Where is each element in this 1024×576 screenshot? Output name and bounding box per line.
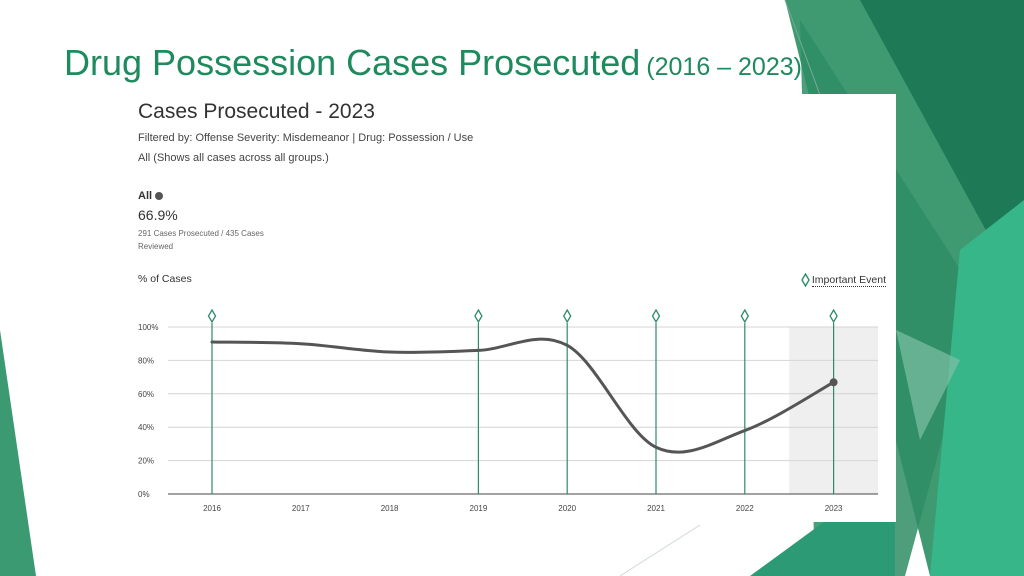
- series-dot-icon: [155, 192, 163, 200]
- chart-panel: Cases Prosecuted - 2023 Filtered by: Off…: [112, 94, 896, 522]
- y-tick-label: 40%: [138, 423, 154, 432]
- slide-title: Drug Possession Cases Prosecuted (2016 – …: [64, 42, 802, 84]
- event-diamond-icon: [829, 308, 838, 324]
- diamond-icon: [801, 273, 810, 287]
- slide-title-text: Drug Possession Cases Prosecuted: [64, 42, 641, 83]
- x-tick-label: 2016: [203, 504, 221, 513]
- data-point-2023: [829, 378, 838, 387]
- y-tick-label: 60%: [138, 390, 154, 399]
- x-tick-label: 2018: [381, 504, 399, 513]
- y-tick-label: 0%: [138, 490, 150, 499]
- event-diamond-icon: [740, 308, 750, 324]
- x-tick-label: 2022: [736, 504, 754, 513]
- group-detail: 291 Cases Prosecuted / 435 Cases Reviewe…: [138, 229, 264, 251]
- y-tick-label: 100%: [138, 323, 158, 332]
- legend-important-event[interactable]: Important Event: [801, 273, 886, 287]
- event-diamond-icon: [207, 308, 217, 324]
- y-axis-label: % of Cases: [138, 273, 192, 285]
- y-tick-label: 20%: [138, 457, 154, 466]
- x-tick-label: 2020: [558, 504, 576, 513]
- group-label: All: [138, 190, 153, 202]
- group-description: All (Shows all cases across all groups.): [138, 152, 329, 164]
- x-tick-label: 2021: [647, 504, 665, 513]
- x-tick-label: 2017: [292, 504, 310, 513]
- event-diamond-icon: [651, 308, 661, 324]
- legend-label: Important Event: [811, 273, 886, 287]
- group-percent: 66.9%: [138, 207, 178, 223]
- x-tick-label: 2019: [470, 504, 488, 513]
- y-tick-label: 80%: [138, 356, 154, 365]
- series-line: [210, 337, 836, 454]
- panel-title: Cases Prosecuted - 2023: [138, 100, 375, 123]
- event-diamond-icon: [562, 308, 572, 324]
- filter-description: Filtered by: Offense Severity: Misdemean…: [138, 132, 474, 144]
- x-tick-label: 2023: [825, 504, 843, 513]
- event-diamond-icon: [474, 308, 483, 324]
- slide-title-years: (2016 – 2023): [646, 53, 802, 81]
- line-chart: 0% 20% 40% 60% 80% 100% 2016 2017 2018 2019 2020 20…: [138, 308, 878, 513]
